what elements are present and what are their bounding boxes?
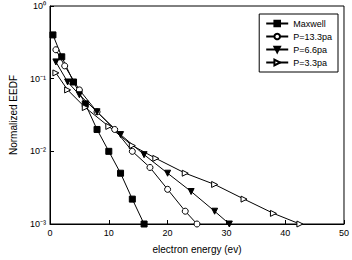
svg-text:P=13.3pa: P=13.3pa [293,32,332,42]
svg-text:10⁻³: 10⁻³ [30,219,46,229]
svg-text:10: 10 [104,228,114,238]
svg-text:P=3.3pa: P=3.3pa [293,58,327,68]
svg-text:10⁻¹: 10⁻¹ [30,74,46,84]
svg-text:40: 40 [280,228,290,238]
svg-text:10⁻²: 10⁻² [30,146,46,156]
svg-text:Maxwell: Maxwell [293,19,326,29]
svg-text:0: 0 [47,228,52,238]
svg-text:30: 30 [221,228,231,238]
svg-text:electron energy (ev): electron energy (ev) [153,244,242,255]
svg-text:10⁰: 10⁰ [33,1,46,11]
svg-text:20: 20 [163,228,173,238]
svg-text:P=6.6pa: P=6.6pa [293,45,327,55]
svg-text:Normalized EEDF: Normalized EEDF [8,75,19,155]
svg-text:50: 50 [339,228,349,238]
